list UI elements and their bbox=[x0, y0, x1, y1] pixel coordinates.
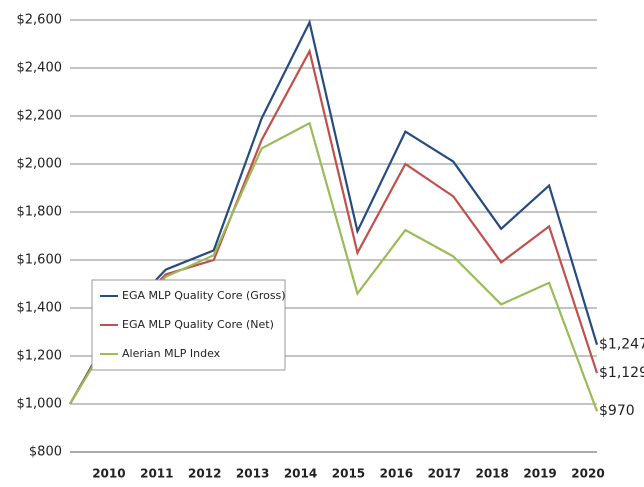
y-tick-label: $2,600 bbox=[17, 13, 63, 28]
y-tick-label: $1,600 bbox=[17, 253, 63, 268]
legend-label: EGA MLP Quality Core (Gross) bbox=[122, 289, 286, 302]
x-tick-label: 2011 bbox=[140, 467, 173, 481]
y-tick-label: $2,400 bbox=[17, 61, 63, 76]
x-tick-label: 2017 bbox=[428, 467, 461, 481]
end-label: $1,129 bbox=[599, 365, 644, 381]
x-tick-label: 2014 bbox=[284, 467, 317, 481]
x-tick-label: 2020 bbox=[571, 467, 604, 481]
legend-label: Alerian MLP Index bbox=[122, 347, 221, 360]
x-tick-label: 2018 bbox=[475, 467, 508, 481]
series-line bbox=[69, 19, 599, 405]
x-tick-label: 2015 bbox=[332, 467, 365, 481]
y-tick-label: $2,200 bbox=[17, 109, 63, 124]
y-tick-label: $1,400 bbox=[17, 301, 63, 316]
y-tick-label: $800 bbox=[29, 445, 62, 460]
y-tick-label: $1,200 bbox=[17, 349, 63, 364]
x-tick-label: 2012 bbox=[188, 467, 221, 481]
x-tick-label: 2016 bbox=[380, 467, 413, 481]
end-label: $1,247 bbox=[599, 337, 644, 353]
x-tick-label: 2013 bbox=[236, 467, 269, 481]
y-tick-label: $2,000 bbox=[17, 157, 63, 172]
x-tick-label: 2019 bbox=[523, 467, 556, 481]
y-tick-label: $1,800 bbox=[17, 205, 63, 220]
end-label: $970 bbox=[599, 403, 635, 419]
y-tick-label: $1,000 bbox=[17, 397, 63, 412]
legend-box bbox=[91, 279, 286, 371]
legend-label: EGA MLP Quality Core (Net) bbox=[122, 318, 274, 331]
x-tick-label: 2010 bbox=[92, 467, 125, 481]
legend: EGA MLP Quality Core (Gross) EGA MLP Qual… bbox=[91, 279, 286, 371]
